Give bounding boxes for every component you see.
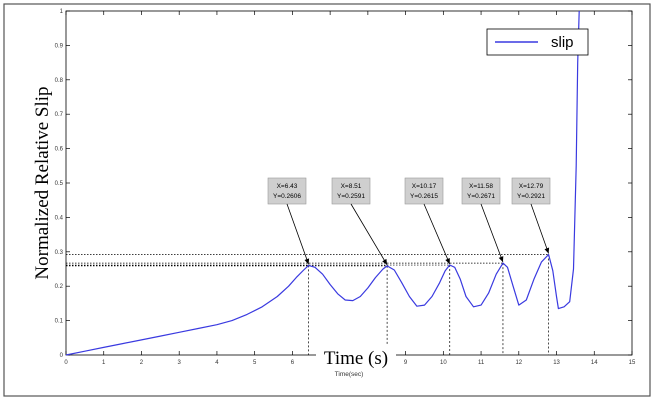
y-tick-label: 0	[60, 353, 64, 359]
x-tick-label: 5	[253, 360, 257, 366]
y-tick-label: 0.8	[55, 78, 64, 84]
x-tick-label: 11	[478, 360, 485, 366]
y-tick-label: 0.6	[55, 147, 64, 153]
datatip-y-label: Y=0.2671	[467, 193, 495, 200]
y-tick-label: 0.7	[55, 112, 64, 118]
datatip-x-label: X=10.17	[412, 183, 437, 190]
x-tick-label: 13	[553, 360, 560, 366]
datatip-y-label: Y=0.2615	[410, 193, 438, 200]
datatip-arrowhead	[304, 258, 310, 265]
datatip-y-label: Y=0.2606	[273, 193, 301, 200]
x-tick-label: 6	[291, 360, 295, 366]
datatip-box	[461, 177, 501, 205]
x-tick-label: 12	[515, 360, 522, 366]
outer-border	[3, 3, 651, 397]
datatip-arrow-line	[423, 203, 451, 265]
y-tick-label: 1	[60, 9, 64, 15]
x-tick-label: 4	[215, 360, 219, 366]
datatip-arrow-line	[480, 203, 504, 263]
annotation-layer: X=6.43 Y=0.2606 X=8.51 Y=0.2591 X=10.17 Y=0.2…	[267, 177, 551, 266]
series-line-slip	[65, 10, 580, 356]
x-tick-label: 2	[140, 360, 144, 366]
x-tick-label: 9	[404, 360, 408, 366]
y-tick-label: 0.4	[55, 215, 64, 221]
x-tick-label: 14	[591, 360, 598, 366]
x-axis-ticks: 0123456789101112131415	[64, 11, 636, 366]
datatip-arrowhead	[544, 247, 550, 254]
datatip-x-label: X=11.58	[469, 183, 493, 190]
x-tick-label: 3	[178, 360, 182, 366]
y-axis-title: Normalized Relative Slip	[32, 86, 53, 279]
legend: slip	[486, 28, 589, 56]
series-layer	[65, 10, 580, 356]
legend-label-slip: slip	[551, 34, 574, 51]
datatip-arrow-line	[530, 203, 549, 254]
x-tick-label: 1	[102, 360, 106, 366]
x-axis-label-small: Time(sec)	[335, 371, 364, 378]
datatip-arrow-line	[286, 203, 310, 265]
x-tick-label: 10	[440, 360, 447, 366]
x-axis-title-overlay-bg	[316, 345, 396, 369]
datatip-x-label: X=8.51	[341, 183, 362, 190]
y-tick-label: 0.5	[55, 181, 64, 187]
datatip-box	[404, 177, 444, 205]
datatip-box	[511, 177, 551, 205]
x-axis-title-overlay: Time (s)	[316, 345, 396, 369]
datatip-y-label: Y=0.2921	[517, 193, 545, 200]
x-axis-title: Time (s)	[324, 348, 388, 369]
datatip-x-label: X=6.43	[277, 183, 298, 190]
y-tick-label: 0.9	[55, 43, 64, 49]
y-tick-label: 0.1	[55, 319, 64, 325]
datatip-box	[267, 177, 307, 205]
datatip-arrowhead	[382, 258, 388, 265]
datatip-x-label: X=12.79	[519, 183, 544, 190]
y-axis-ticks: 0 0.1 0.2 0.3 0.4 0.5 0.6 0.7 0.8 0.9 1	[55, 9, 632, 359]
annotation-guides	[66, 254, 549, 355]
x-tick-label: 0	[64, 360, 68, 366]
datatip-box	[331, 177, 371, 205]
y-tick-label: 0.3	[55, 250, 64, 256]
datatip-arrow-line	[350, 203, 388, 266]
y-tick-label: 0.2	[55, 284, 64, 290]
x-tick-label: 15	[629, 360, 636, 366]
datatip-arrowhead	[445, 258, 450, 265]
datatip-y-label: Y=0.2591	[337, 193, 365, 200]
datatip-arrowhead	[498, 256, 504, 263]
